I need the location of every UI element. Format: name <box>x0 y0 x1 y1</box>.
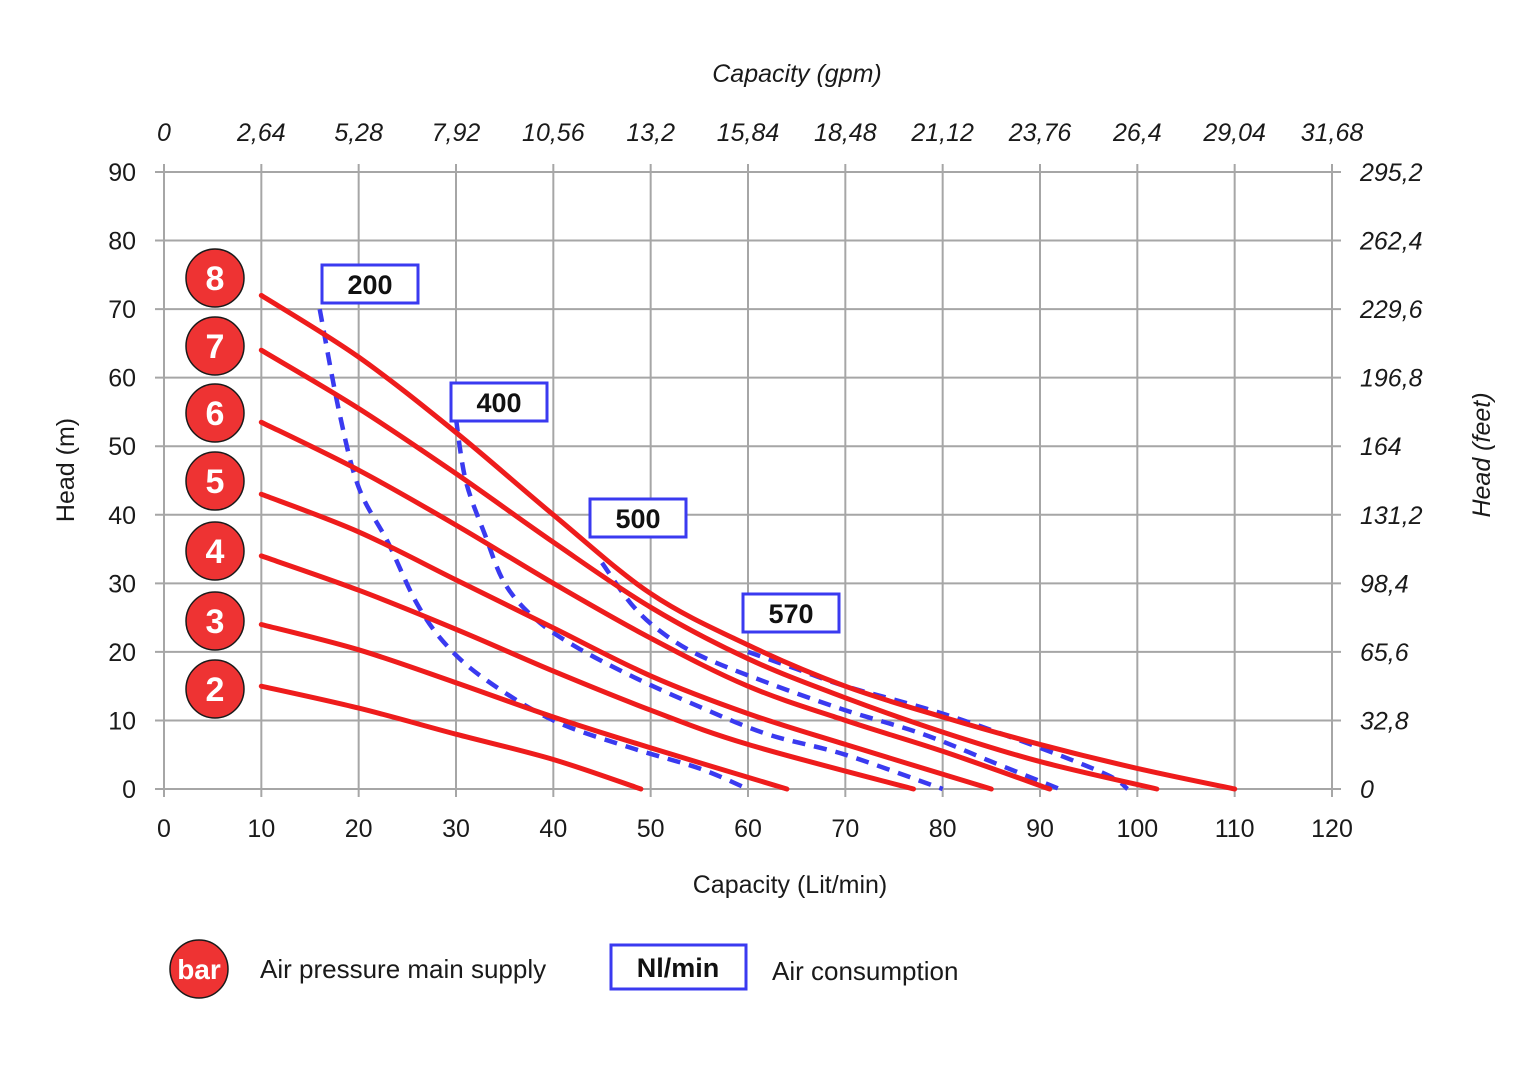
pressure-badge-circle <box>185 659 245 719</box>
x-tick-label: 90 <box>1026 815 1054 843</box>
pressure-line-7-bar <box>258 347 1160 792</box>
air-consumption-labels: 200 400 500 570 <box>320 263 841 634</box>
x2-tick-label: 31,68 <box>1301 119 1364 147</box>
pressure-badge-circle <box>185 316 245 376</box>
y2-tick-label: 229,6 <box>1359 296 1423 324</box>
y2-tick-label: 0 <box>1360 776 1374 804</box>
y-axis-ticks: 0 10 20 30 40 50 60 70 80 90 <box>108 159 136 804</box>
pressure-badge-circle <box>185 451 245 511</box>
pressure-badge-label: 6 <box>206 395 225 433</box>
legend-bar-badge-text: bar <box>177 954 221 985</box>
y2-axis-ticks: 0 32,8 65,6 98,4 131,2 164 196,8 229,6 262,4 295,… <box>1359 159 1423 804</box>
legend-nl-text: Air consumption <box>772 956 958 986</box>
series-lines <box>258 292 1238 792</box>
y2-tick-label: 131,2 <box>1360 502 1423 530</box>
y-tick-label: 40 <box>108 502 136 530</box>
pressure-badge-circle <box>185 248 245 308</box>
x2-tick-label: 0 <box>157 119 171 147</box>
x-tick-label: 0 <box>157 815 171 843</box>
air-consumption-line-400 <box>453 418 944 792</box>
pressure-line-6-bar <box>258 419 1053 792</box>
x-tick-label: 80 <box>929 815 957 843</box>
pressure-badge-label: 7 <box>206 328 225 366</box>
x2-tick-label: 15,84 <box>717 119 780 147</box>
x-tick-label: 70 <box>831 815 859 843</box>
air-consumption-line-500 <box>600 561 1061 792</box>
y-tick-label: 50 <box>108 433 136 461</box>
pressure-line-2-bar <box>258 683 644 792</box>
legend-nl-box <box>609 943 748 991</box>
x2-tick-label: 29,04 <box>1202 119 1266 147</box>
pressure-line-8-bar <box>258 292 1238 792</box>
pressure-badge-label: 8 <box>206 260 225 298</box>
pressure-badge-circle <box>185 521 245 581</box>
air-label-text: 570 <box>768 599 813 629</box>
grid <box>155 164 1341 797</box>
x2-tick-label: 10,56 <box>522 119 585 147</box>
y2-tick-label: 295,2 <box>1359 159 1423 187</box>
pressure-badge-label: 3 <box>206 603 225 641</box>
y-tick-label: 80 <box>108 228 136 256</box>
pressure-line-3-bar <box>258 622 790 792</box>
pressure-badge-label: 5 <box>206 463 225 501</box>
x2-axis-title: Capacity (gpm) <box>712 60 882 88</box>
y2-tick-label: 196,8 <box>1360 365 1423 393</box>
pressure-badge-label: 2 <box>206 671 225 709</box>
y2-tick-label: 164 <box>1360 433 1402 461</box>
y-tick-label: 30 <box>108 570 136 598</box>
x2-axis-ticks: 0 2,64 5,28 7,92 10,56 13,2 15,84 18,48 21,12 23,… <box>157 119 1363 147</box>
y2-axis-title: Head (feet) <box>1468 392 1496 517</box>
x-tick-label: 100 <box>1116 815 1158 843</box>
air-label-box <box>588 497 688 539</box>
y2-tick-label: 65,6 <box>1360 639 1409 667</box>
pressure-badges: 2 3 4 5 6 7 8 <box>185 248 245 719</box>
x-tick-label: 10 <box>247 815 275 843</box>
x2-tick-label: 26,4 <box>1112 119 1162 147</box>
pressure-line-5-bar <box>258 491 994 792</box>
air-label-box <box>449 381 549 423</box>
x2-tick-label: 23,76 <box>1008 119 1072 147</box>
pressure-line-4-bar <box>258 553 916 792</box>
pressure-badge-label: 4 <box>206 533 225 571</box>
x-tick-label: 50 <box>637 815 665 843</box>
air-label-box <box>741 592 841 634</box>
x-tick-label: 120 <box>1311 815 1353 843</box>
legend: bar Air pressure main supply Nl/min Air … <box>169 939 958 999</box>
legend-bar-text: Air pressure main supply <box>260 954 546 984</box>
y2-tick-label: 262,4 <box>1359 228 1423 256</box>
x2-tick-label: 18,48 <box>814 119 877 147</box>
y-tick-label: 10 <box>108 707 136 735</box>
x2-tick-label: 7,92 <box>432 119 481 147</box>
legend-bar-badge-circle <box>169 939 229 999</box>
x-tick-label: 40 <box>539 815 567 843</box>
y2-tick-label: 98,4 <box>1360 570 1409 598</box>
y-tick-label: 70 <box>108 296 136 324</box>
x-axis-title: Capacity (Lit/min) <box>693 871 888 899</box>
y-tick-label: 90 <box>108 159 136 187</box>
legend-nl-box-text: Nl/min <box>637 953 720 983</box>
x-tick-label: 110 <box>1215 815 1255 843</box>
air-label-text: 400 <box>476 388 521 418</box>
x2-tick-label: 2,64 <box>236 119 286 147</box>
air-label-text: 200 <box>347 270 392 300</box>
air-label-text: 500 <box>615 504 660 534</box>
y-axis-title: Head (m) <box>52 418 80 522</box>
pressure-badge-circle <box>185 591 245 651</box>
x2-tick-label: 13,2 <box>626 119 675 147</box>
air-label-box <box>320 263 420 305</box>
air-consumption-line-200 <box>317 308 749 792</box>
y2-tick-label: 32,8 <box>1360 707 1409 735</box>
x2-tick-label: 5,28 <box>334 119 383 147</box>
y-tick-label: 0 <box>122 776 136 804</box>
y-tick-label: 60 <box>108 365 136 393</box>
x-tick-label: 60 <box>734 815 762 843</box>
x-axis-ticks: 0 10 20 30 40 50 60 70 80 90 100 110 120 <box>157 815 1353 843</box>
y-tick-label: 20 <box>108 639 136 667</box>
x-tick-label: 30 <box>442 815 470 843</box>
pressure-badge-circle <box>185 383 245 443</box>
x-tick-label: 20 <box>345 815 373 843</box>
x2-tick-label: 21,12 <box>910 119 974 147</box>
